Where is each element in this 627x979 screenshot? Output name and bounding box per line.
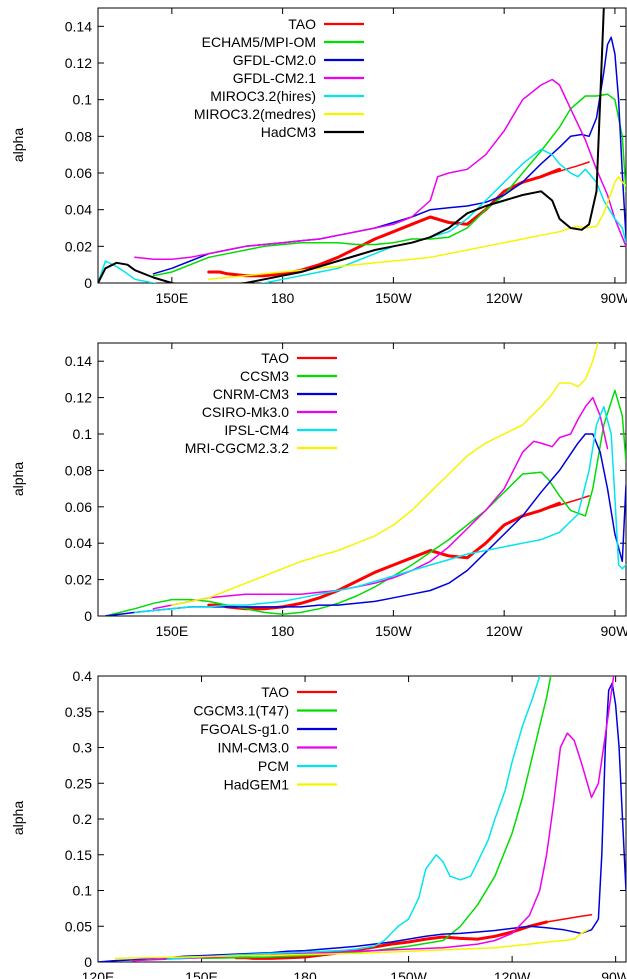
y-tick-label: 0.12 <box>65 390 92 406</box>
series-lines <box>98 676 626 962</box>
series-line-cnrm-cm3 <box>104 433 626 616</box>
x-tick-label: 120W <box>494 969 531 979</box>
series-line-hadcm3 <box>98 8 605 283</box>
legend-label: PCM <box>258 758 289 774</box>
x-tick-label: 150E <box>185 969 218 979</box>
legend-label: TAO <box>261 350 289 366</box>
chart-2: alpha 0 0.02 0.04 0.06 0.08 0.1 0.12 0.14 150E 18… <box>10 342 627 639</box>
y-tick-label: 0.08 <box>65 128 92 144</box>
legend-label: CNRM-CM3 <box>213 386 289 402</box>
x-tick-label: 150W <box>390 969 427 979</box>
legend-label: CSIRO-Mk3.0 <box>202 404 289 420</box>
y-tick-label: 0.2 <box>73 811 93 827</box>
x-tick-label: 150E <box>155 623 188 639</box>
plot-frame <box>97 675 627 963</box>
series-line-csiro-mk3-0 <box>152 396 609 610</box>
series-line-tao <box>207 167 561 278</box>
x-tick-label: 120W <box>486 290 523 306</box>
plot-frame <box>97 7 627 284</box>
series-line-tao <box>207 501 561 611</box>
y-tick-label: 0.1 <box>73 426 93 442</box>
y-tick-label: 0.1 <box>73 883 93 899</box>
legend-label: MIROC3.2(medres) <box>194 106 316 122</box>
legend-label: HadCM3 <box>261 124 316 140</box>
x-tick-label: 150E <box>155 290 188 306</box>
y-tick-label: 0.35 <box>65 704 92 720</box>
legend-label: CGCM3.1(T47) <box>193 703 289 719</box>
series-line-mri-cgcm2-3-2 <box>171 343 599 606</box>
series-line-miroc3-2-medres- <box>208 175 626 281</box>
y-tick-label: 0.14 <box>65 18 92 34</box>
y-tick-label: 0.02 <box>65 572 92 588</box>
legend-label: IPSL-CM4 <box>224 422 289 438</box>
series-line-gfdl-cm2-1 <box>134 78 626 260</box>
ticks: 0 0.02 0.04 0.06 0.08 0.1 0.12 0.14 150E 180 150W 1… <box>65 8 627 306</box>
y-tick-label: 0.04 <box>65 535 92 551</box>
x-tick-label: 120W <box>486 623 523 639</box>
y-tick-label: 0.1 <box>73 92 93 108</box>
series-line-cgcm3-1-t47- <box>200 676 552 960</box>
x-tick-label: 150W <box>375 623 412 639</box>
y-tick-label: 0.05 <box>65 918 92 934</box>
ticks: 0 0.02 0.04 0.06 0.08 0.1 0.12 0.14 150E 180 150W 1… <box>65 343 627 639</box>
series-line-gfdl-cm2-0 <box>152 36 626 275</box>
y-axis-label: alpha <box>10 801 26 835</box>
chart-1: alpha 0 0.02 0.04 0.06 0.08 0.1 0.12 0.14 150E 18… <box>10 7 627 306</box>
y-tick-label: 0.14 <box>65 353 92 369</box>
legend-label: CCSM3 <box>240 368 289 384</box>
x-tick-label: 150W <box>375 290 412 306</box>
legend-label: INM-CM3.0 <box>217 740 289 756</box>
y-tick-label: 0 <box>84 275 92 291</box>
legend-label: GFDL-CM2.1 <box>233 70 316 86</box>
x-tick-label: 120E <box>82 969 115 979</box>
series-lines <box>98 8 626 283</box>
series-line-pcm <box>166 676 541 960</box>
series-line-hadgem1 <box>114 929 589 960</box>
series-line-ipsl-cm4 <box>134 405 626 614</box>
series-line-tao <box>521 161 590 183</box>
ticks: 0 0.05 0.1 0.15 0.2 0.25 0.3 0.35 0.4 120E 150E 180… <box>65 668 627 979</box>
y-axis-label: alpha <box>10 128 26 162</box>
y-tick-label: 0.06 <box>65 165 92 181</box>
y-tick-label: 0 <box>84 954 92 970</box>
chart-3: alpha 0 0.05 0.1 0.15 0.2 0.25 0.3 0.35 0.4 120E 1… <box>10 668 627 979</box>
series-line-fgoals-g1-0 <box>98 682 626 962</box>
y-tick-label: 0 <box>84 608 92 624</box>
series-line-ccsm3 <box>104 389 626 616</box>
y-tick-label: 0.12 <box>65 55 92 71</box>
legend-label: TAO <box>288 16 316 32</box>
y-tick-label: 0.04 <box>65 202 92 218</box>
series-line-tao <box>234 920 549 960</box>
x-tick-label: 180 <box>293 969 317 979</box>
x-tick-label: 90W <box>601 969 627 979</box>
legend-label: GFDL-CM2.0 <box>233 52 316 68</box>
legend-label: MRI-CGCM2.3.2 <box>185 440 289 456</box>
legend-label: FGOALS-g1.0 <box>200 721 289 737</box>
y-tick-label: 0.4 <box>73 668 93 684</box>
legend: TAO ECHAM5/MPI-OM GFDL-CM2.0 GFDL-CM2.1 MIRO… <box>194 16 364 140</box>
y-tick-label: 0.08 <box>65 462 92 478</box>
plot-frame <box>97 342 627 617</box>
y-tick-label: 0.02 <box>65 238 92 254</box>
legend: TAO CCSM3 CNRM-CM3 CSIRO-Mk3.0 IPSL-CM4 MRI-C… <box>185 350 337 456</box>
legend: TAO CGCM3.1(T47) FGOALS-g1.0 INM-CM3.0 PCM Ha… <box>193 684 337 793</box>
legend-label: ECHAM5/MPI-OM <box>202 34 316 50</box>
legend-label: MIROC3.2(hires) <box>210 88 316 104</box>
y-tick-label: 0.15 <box>65 847 92 863</box>
y-axis-label: alpha <box>10 462 26 496</box>
x-tick-label: 180 <box>271 623 295 639</box>
legend-label: HadGEM1 <box>224 777 290 793</box>
y-tick-label: 0.3 <box>73 740 93 756</box>
series-lines <box>104 343 626 616</box>
y-tick-label: 0.06 <box>65 499 92 515</box>
x-tick-label: 90W <box>601 290 627 306</box>
legend-label: TAO <box>261 684 289 700</box>
series-line-tao <box>545 914 593 923</box>
y-tick-label: 0.25 <box>65 775 92 791</box>
x-tick-label: 180 <box>271 290 295 306</box>
x-tick-label: 90W <box>601 623 627 639</box>
